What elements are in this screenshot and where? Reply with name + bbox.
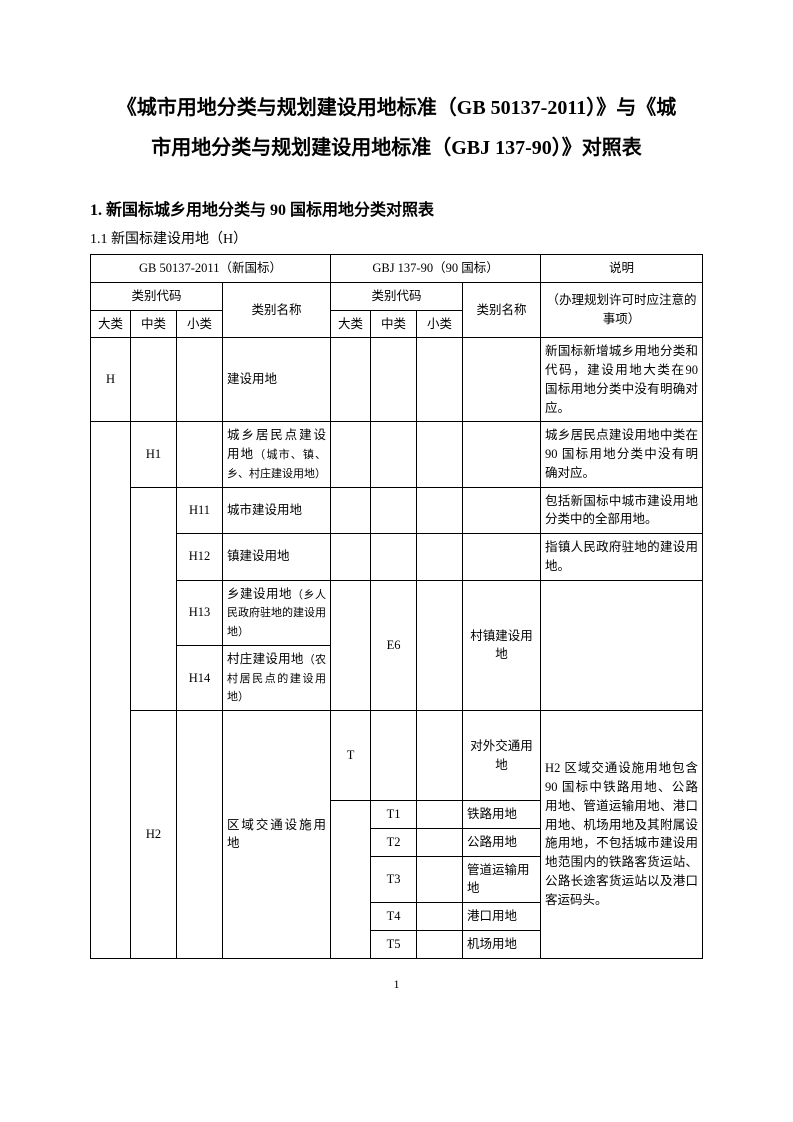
cell-empty	[417, 580, 463, 711]
cell-xiao: H11	[177, 487, 223, 534]
cell-name: 城市建设用地	[223, 487, 331, 534]
cell-zhong: H1	[131, 422, 177, 487]
cell-da-span	[91, 422, 131, 958]
cell-gb-name: 管道运输用地	[463, 856, 541, 903]
hdr-explain-sub: （办理规划许可时应注意的事项）	[541, 282, 703, 338]
cell-name: 村庄建设用地（农村居民点的建设用地）	[223, 645, 331, 710]
cell-name: 区域交通设施用地	[223, 711, 331, 959]
cell-empty	[177, 711, 223, 959]
cell-empty	[417, 534, 463, 581]
cell-empty	[463, 338, 541, 422]
cell-empty	[417, 801, 463, 829]
cell-xiao: H13	[177, 580, 223, 645]
cell-gb-code: T3	[371, 856, 417, 903]
cell-empty	[331, 487, 371, 534]
cell-empty	[417, 422, 463, 487]
hdr-right-standard: GBJ 137-90（90 国标）	[331, 255, 541, 283]
cell-empty	[417, 487, 463, 534]
cell-note: 指镇人民政府驻地的建设用地。	[541, 534, 703, 581]
cell-gb-code: T4	[371, 903, 417, 931]
cell-empty	[131, 338, 177, 422]
document-page: 《城市用地分类与规划建设用地标准（GB 50137-2011）》与《城 市用地分…	[0, 0, 793, 1032]
hdr-zhong-l: 中类	[131, 310, 177, 338]
title-line-2: 市用地分类与规划建设用地标准（GBJ 137-90）》对照表	[151, 137, 642, 159]
cell-empty	[331, 534, 371, 581]
cell-empty	[371, 534, 417, 581]
cell-empty	[331, 338, 371, 422]
section-heading-1: 1. 新国标城乡用地分类与 90 国标用地分类对照表	[90, 196, 703, 220]
hdr-left-name: 类别名称	[223, 282, 331, 338]
cell-gb-da: T	[331, 711, 371, 801]
hdr-xiao-r: 小类	[417, 310, 463, 338]
cell-empty	[417, 903, 463, 931]
cell-empty	[371, 711, 417, 801]
cell-note: H2 区域交通设施用地包含 90 国标中铁路用地、公路用地、管道运输用地、港口用…	[541, 711, 703, 959]
cell-da: H	[91, 338, 131, 422]
cell-gb-name: 机场用地	[463, 930, 541, 958]
cell-empty	[417, 711, 463, 801]
cell-gb-code: T2	[371, 828, 417, 856]
cell-name: 城乡居民点建设用地（城市、镇、乡、村庄建设用地）	[223, 422, 331, 487]
hdr-left-code: 类别代码	[91, 282, 223, 310]
cell-note: 包括新国标中城市建设用地分类中的全部用地。	[541, 487, 703, 534]
cell-zhong: H2	[131, 711, 177, 959]
cell-gb-name: 对外交通用地	[463, 711, 541, 801]
section-heading-1-1: 1.1 新国标建设用地（H）	[90, 228, 703, 248]
cell-name: 建设用地	[223, 338, 331, 422]
page-number: 1	[90, 977, 703, 992]
cell-empty	[417, 930, 463, 958]
cell-gb-name: 村镇建设用地	[463, 580, 541, 711]
cell-gb-code: T5	[371, 930, 417, 958]
cell-empty	[371, 422, 417, 487]
hdr-right-name: 类别名称	[463, 282, 541, 338]
document-title: 《城市用地分类与规划建设用地标准（GB 50137-2011）》与《城 市用地分…	[90, 88, 703, 168]
cell-note	[541, 580, 703, 711]
cell-note: 新国标新增城乡用地分类和代码，建设用地大类在90 国标用地分类中没有明确对应。	[541, 338, 703, 422]
table-row: H1 城乡居民点建设用地（城市、镇、乡、村庄建设用地） 城乡居民点建设用地中类在…	[91, 422, 703, 487]
hdr-explain: 说明	[541, 255, 703, 283]
hdr-da-l: 大类	[91, 310, 131, 338]
cell-gb-zhong: E6	[371, 580, 417, 711]
table-row: H13 乡建设用地（乡人民政府驻地的建设用地） E6 村镇建设用地	[91, 580, 703, 645]
cell-empty	[371, 338, 417, 422]
cell-name-main: 乡建设用地	[227, 587, 292, 601]
hdr-xiao-l: 小类	[177, 310, 223, 338]
table-header: GB 50137-2011（新国标） GBJ 137-90（90 国标） 说明 …	[91, 255, 703, 338]
hdr-da-r: 大类	[331, 310, 371, 338]
cell-zhong-span	[131, 487, 177, 711]
cell-empty	[417, 828, 463, 856]
cell-xiao: H14	[177, 645, 223, 710]
cell-empty	[331, 422, 371, 487]
cell-empty	[417, 338, 463, 422]
cell-note: 城乡居民点建设用地中类在 90 国标用地分类中没有明确对应。	[541, 422, 703, 487]
cell-gb-name: 港口用地	[463, 903, 541, 931]
cell-empty	[463, 487, 541, 534]
title-line-1: 《城市用地分类与规划建设用地标准（GB 50137-2011）》与《城	[117, 97, 676, 119]
table-row: H11 城市建设用地 包括新国标中城市建设用地分类中的全部用地。	[91, 487, 703, 534]
table-row: H12 镇建设用地 指镇人民政府驻地的建设用地。	[91, 534, 703, 581]
cell-xiao: H12	[177, 534, 223, 581]
hdr-left-standard: GB 50137-2011（新国标）	[91, 255, 331, 283]
comparison-table: GB 50137-2011（新国标） GBJ 137-90（90 国标） 说明 …	[90, 254, 703, 959]
table-row: H 建设用地 新国标新增城乡用地分类和代码，建设用地大类在90 国标用地分类中没…	[91, 338, 703, 422]
cell-name-main: 村庄建设用地	[227, 652, 304, 666]
cell-empty	[463, 422, 541, 487]
cell-gb-name: 铁路用地	[463, 801, 541, 829]
cell-empty	[371, 487, 417, 534]
cell-empty	[177, 422, 223, 487]
cell-empty	[463, 534, 541, 581]
cell-name: 乡建设用地（乡人民政府驻地的建设用地）	[223, 580, 331, 645]
hdr-right-code: 类别代码	[331, 282, 463, 310]
cell-gb-name: 公路用地	[463, 828, 541, 856]
cell-empty	[331, 801, 371, 959]
cell-empty	[331, 580, 371, 711]
cell-name: 镇建设用地	[223, 534, 331, 581]
cell-gb-code: T1	[371, 801, 417, 829]
hdr-zhong-r: 中类	[371, 310, 417, 338]
cell-empty	[417, 856, 463, 903]
cell-empty	[177, 338, 223, 422]
table-row: H2 区域交通设施用地 T 对外交通用地 H2 区域交通设施用地包含 90 国标…	[91, 711, 703, 801]
